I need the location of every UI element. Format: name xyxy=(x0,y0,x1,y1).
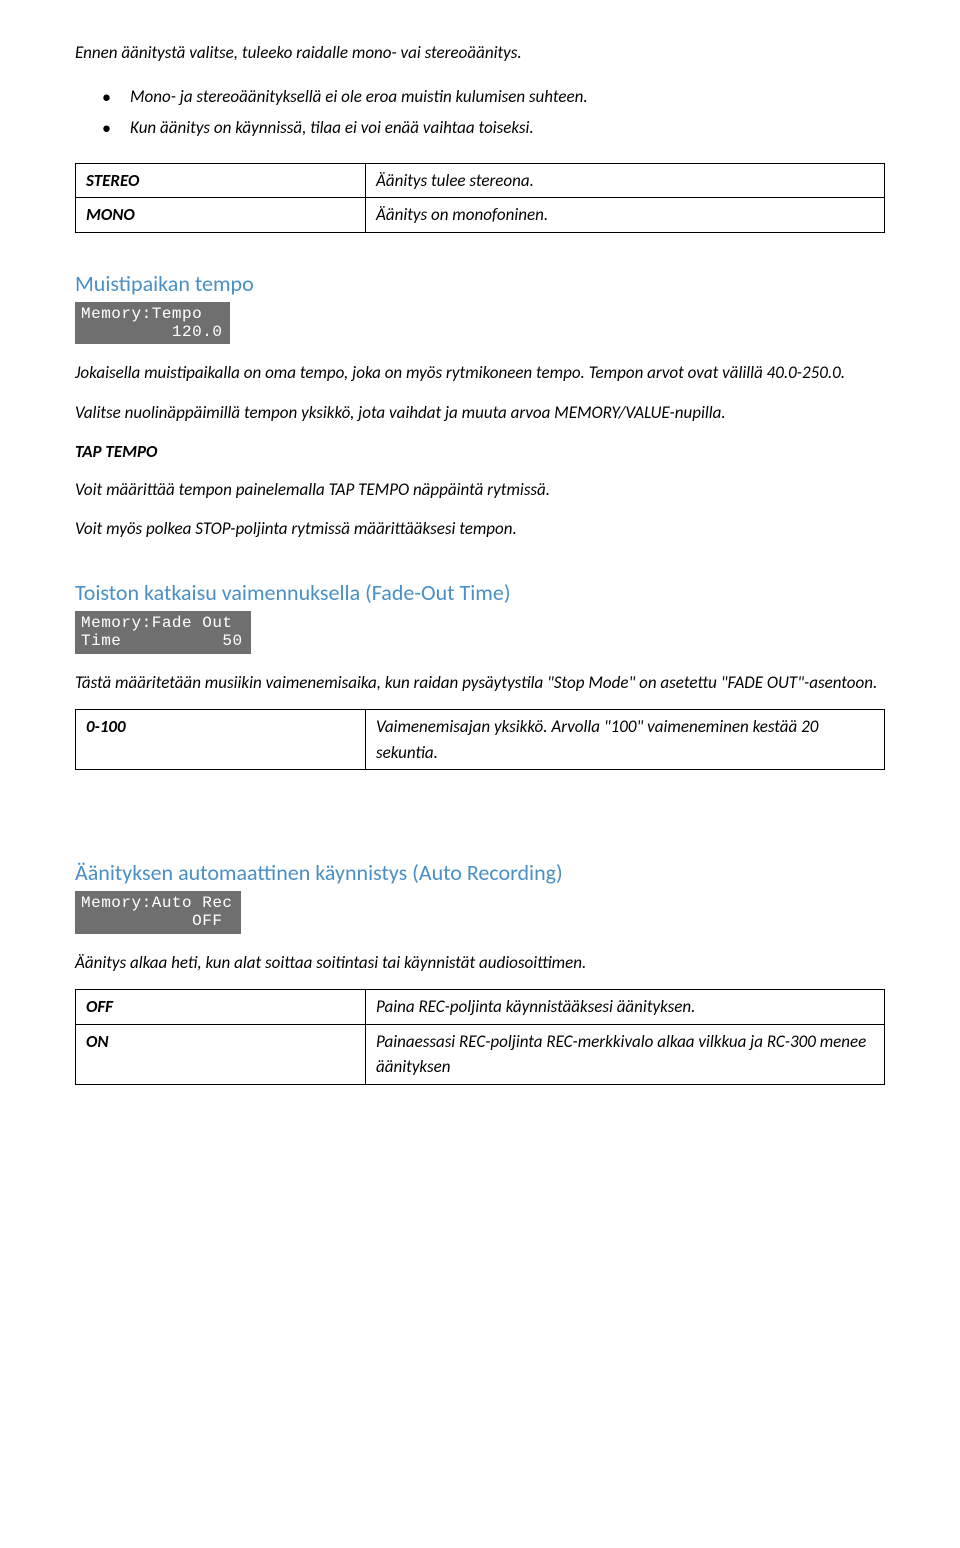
table-row: 0-100 Vaimenemisajan yksikkö. Arvolla "1… xyxy=(76,710,885,770)
intro-bullets: Mono- ja stereoäänityksellä ei ole eroa … xyxy=(75,84,885,141)
tempo-para-2: Valitse nuolinäppäimillä tempon yksikkö,… xyxy=(75,400,885,426)
tempo-heading: Muistipaikan tempo xyxy=(75,267,885,300)
table-row: OFF Paina REC-poljinta käynnistääksesi ä… xyxy=(76,990,885,1025)
stereo-mono-table: STEREO Äänitys tulee stereona. MONO Ääni… xyxy=(75,163,885,233)
tempo-para-3: Voit määrittää tempon painelemalla TAP T… xyxy=(75,477,885,503)
mono-label: MONO xyxy=(76,198,366,233)
fadeout-para-1: Tästä määritetään musiikin vaimenemisaik… xyxy=(75,670,885,696)
tap-tempo-subhead: TAP TEMPO xyxy=(75,439,885,465)
intro-bullet-1: Mono- ja stereoäänityksellä ei ole eroa … xyxy=(130,84,885,110)
autorec-table: OFF Paina REC-poljinta käynnistääksesi ä… xyxy=(75,989,885,1085)
autorec-para-1: Äänitys alkaa heti, kun alat soittaa soi… xyxy=(75,950,885,976)
autorec-off-label: OFF xyxy=(76,990,366,1025)
fadeout-table: 0-100 Vaimenemisajan yksikkö. Arvolla "1… xyxy=(75,709,885,770)
intro-bullet-2: Kun äänitys on käynnissä, tilaa ei voi e… xyxy=(130,115,885,141)
fadeout-range-label: 0-100 xyxy=(76,710,366,770)
table-row: STEREO Äänitys tulee stereona. xyxy=(76,163,885,198)
autorec-on-label: ON xyxy=(76,1024,366,1084)
stereo-label: STEREO xyxy=(76,163,366,198)
fadeout-lcd: Memory:Fade Out Time 50 xyxy=(75,611,251,654)
autorec-off-desc: Paina REC-poljinta käynnistääksesi äänit… xyxy=(366,990,885,1025)
tempo-para-4: Voit myös polkea STOP-poljinta rytmissä … xyxy=(75,516,885,542)
autorec-lcd: Memory:Auto Rec OFF xyxy=(75,891,241,934)
tempo-lcd: Memory:Tempo 120.0 xyxy=(75,302,230,345)
fadeout-heading: Toiston katkaisu vaimennuksella (Fade-Ou… xyxy=(75,576,885,609)
intro-line: Ennen äänitystä valitse, tuleeko raidall… xyxy=(75,40,885,66)
table-row: ON Painaessasi REC-poljinta REC-merkkiva… xyxy=(76,1024,885,1084)
mono-desc: Äänitys on monofoninen. xyxy=(366,198,885,233)
fadeout-range-desc: Vaimenemisajan yksikkö. Arvolla "100" va… xyxy=(366,710,885,770)
table-row: MONO Äänitys on monofoninen. xyxy=(76,198,885,233)
stereo-desc: Äänitys tulee stereona. xyxy=(366,163,885,198)
autorec-on-desc: Painaessasi REC-poljinta REC-merkkivalo … xyxy=(366,1024,885,1084)
autorec-heading: Äänityksen automaattinen käynnistys (Aut… xyxy=(75,856,885,889)
tempo-para-1: Jokaisella muistipaikalla on oma tempo, … xyxy=(75,360,885,386)
